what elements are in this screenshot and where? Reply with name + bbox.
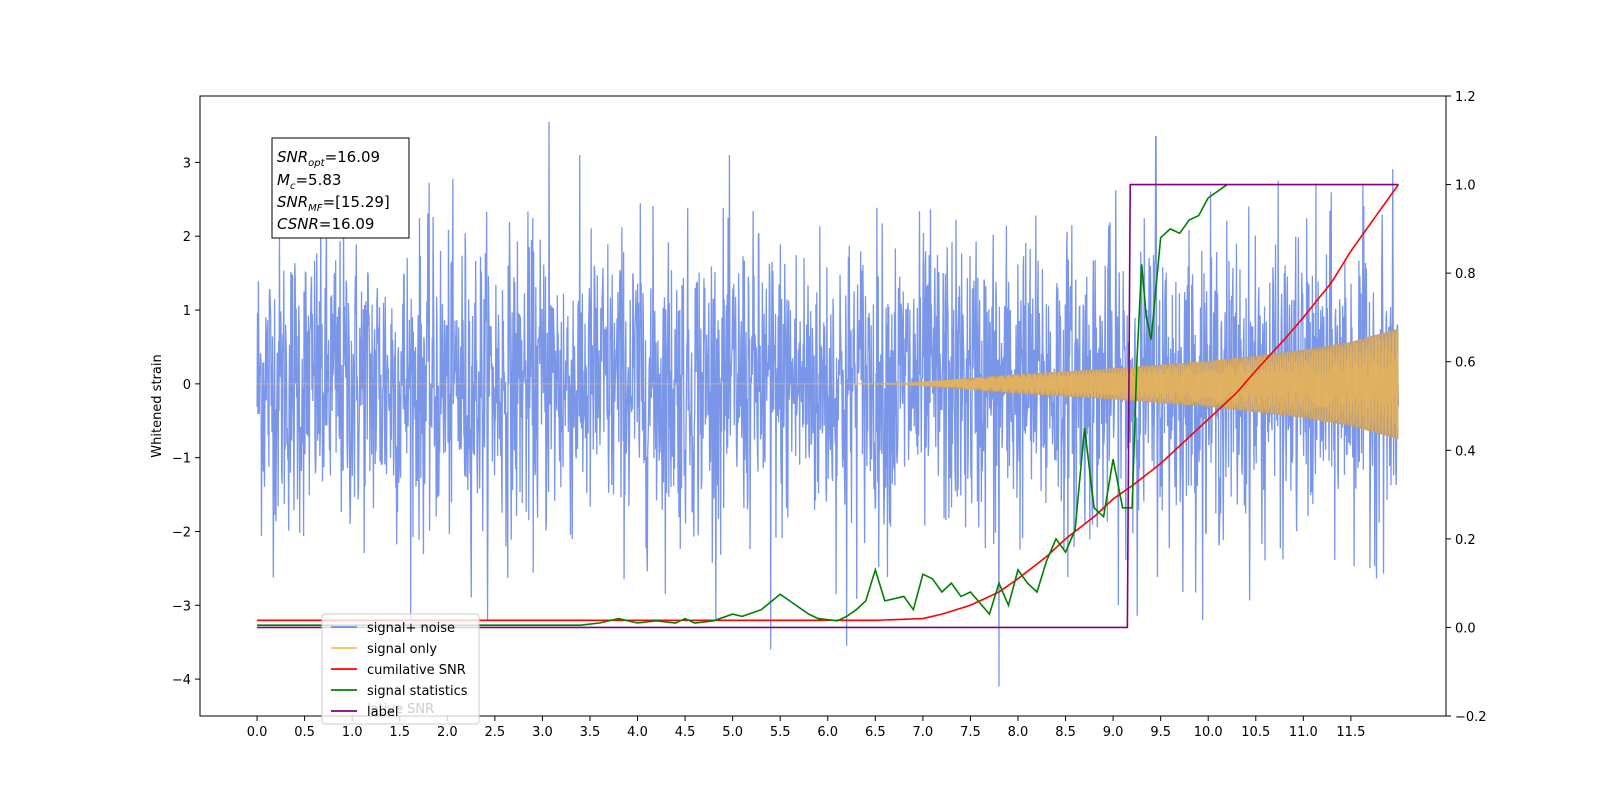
x-tick-label: 2.5 <box>485 725 506 740</box>
x-tick-label: 6.5 <box>865 725 886 740</box>
x-tick-label: 9.5 <box>1150 725 1171 740</box>
legend: lative SNR signal+ noise signal only cumil… <box>321 613 480 725</box>
y-tick-label: −1 <box>172 452 191 467</box>
x-tick-label: 11.0 <box>1289 725 1318 740</box>
x-tick-label: 2.0 <box>437 725 458 740</box>
axes-frame <box>199 95 1447 717</box>
x-tick-label: 11.5 <box>1336 725 1365 740</box>
annotation-line-snr-opt: SNRopt=16.09 <box>277 148 380 169</box>
x-tick-label: 4.0 <box>627 725 648 740</box>
legend-label: cumilative SNR <box>367 663 466 678</box>
y-axis-left: 3 2 1 0 −1 −2 −3 −4 <box>172 156 200 688</box>
x-tick-label: 7.5 <box>960 725 981 740</box>
legend-overflow-text: lative SNR <box>367 702 434 717</box>
legend-label: signal statistics <box>367 684 468 699</box>
y2-tick-label: −0.2 <box>1455 710 1487 725</box>
y-tick-label: 1 <box>183 304 191 319</box>
series-signal-noise <box>256 121 1400 687</box>
series-signal-statistics <box>257 183 1228 627</box>
y-tick-label: −4 <box>172 673 191 688</box>
x-tick-label: 6.0 <box>817 725 838 740</box>
y2-tick-label: 0.0 <box>1455 621 1476 636</box>
x-tick-label: 7.0 <box>913 725 934 740</box>
y-tick-label: 0 <box>183 378 191 393</box>
x-tick-label: 5.5 <box>770 725 791 740</box>
series-label <box>257 183 1399 629</box>
legend-box <box>321 613 480 725</box>
annotation-line-csnr: CSNR=16.09 <box>277 215 374 233</box>
legend-label: label <box>367 705 398 720</box>
y2-tick-label: 0.4 <box>1455 444 1476 459</box>
x-tick-label: 3.0 <box>532 725 553 740</box>
x-tick-label: 4.5 <box>675 725 696 740</box>
annotation-line-mc: Mc=5.83 <box>277 171 341 192</box>
y2-tick-label: 1.0 <box>1455 179 1476 194</box>
annotation-line-snr-mf: SNRMF=[15.29] <box>277 193 390 214</box>
y-tick-label: 3 <box>183 156 191 171</box>
x-tick-label: 10.0 <box>1194 725 1223 740</box>
x-axis: 0.0 0.5 1.0 1.5 2.0 2.5 3.0 3.5 4.0 4.5 5.0 5.5 6.0 6… <box>247 716 1365 740</box>
y2-tick-label: 1.2 <box>1455 90 1476 105</box>
y-tick-label: −2 <box>172 525 191 540</box>
x-tick-label: 9.0 <box>1103 725 1124 740</box>
plot-area <box>256 121 1400 687</box>
x-tick-label: 1.5 <box>389 725 410 740</box>
series-signal-only <box>257 330 1399 439</box>
x-tick-label: 0.5 <box>294 725 315 740</box>
x-tick-label: 1.0 <box>342 725 363 740</box>
y-axis-right: 1.2 1.0 0.8 0.6 0.4 0.2 0.0 −0.2 <box>1446 90 1487 725</box>
y2-tick-label: 0.6 <box>1455 356 1476 371</box>
x-tick-label: 8.5 <box>1055 725 1076 740</box>
legend-label: signal only <box>367 642 437 657</box>
x-tick-label: 8.0 <box>1008 725 1029 740</box>
stats-annotation-box: SNRopt=16.09 Mc=5.83 SNRMF=[15.29] CSNR=… <box>271 137 410 239</box>
x-tick-label: 3.5 <box>580 725 601 740</box>
y-tick-label: −3 <box>172 599 191 614</box>
legend-label: signal+ noise <box>367 621 455 636</box>
y-tick-label: 2 <box>183 230 191 245</box>
y2-tick-label: 0.2 <box>1455 533 1476 548</box>
x-tick-label: 5.0 <box>722 725 743 740</box>
y-axis-label: Whitened strain <box>150 354 165 457</box>
y2-tick-label: 0.8 <box>1455 267 1476 282</box>
x-tick-label: 10.5 <box>1241 725 1270 740</box>
x-tick-label: 0.0 <box>247 725 268 740</box>
